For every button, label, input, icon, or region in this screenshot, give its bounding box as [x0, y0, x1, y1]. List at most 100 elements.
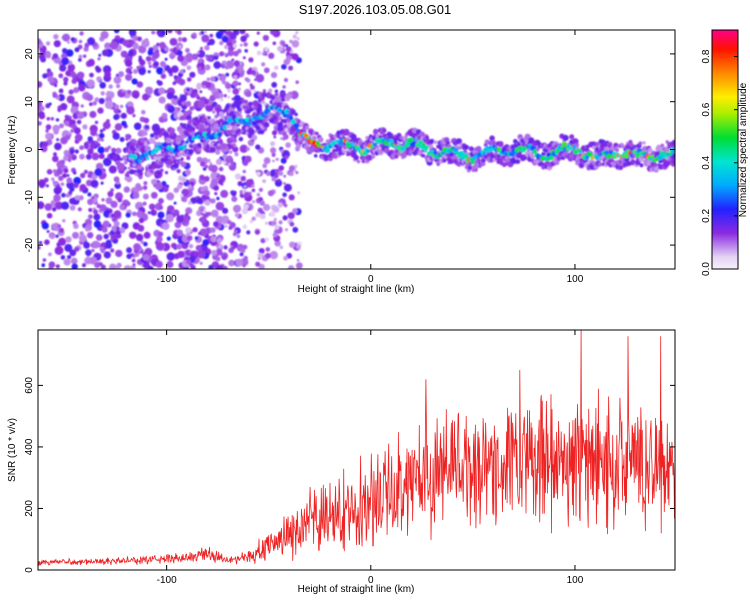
heatmap-noise-cell [89, 143, 96, 150]
heatmap-noise-cell [101, 198, 105, 202]
heatmap-noise-cell [189, 263, 194, 268]
heatmap-noise-cell [87, 198, 94, 206]
heatmap-noise-cell [228, 162, 231, 166]
heatmap-noise-cell [93, 213, 101, 221]
heatmap-noise-cell [215, 248, 223, 256]
heatmap-noise-cell [63, 76, 68, 82]
heatmap-noise-cell [112, 132, 120, 140]
heatmap-noise-cell [200, 217, 206, 223]
heatmap-noise-cell [113, 76, 122, 84]
heatmap-noise-cell [55, 234, 59, 238]
heatmap-noise-cell [41, 222, 49, 230]
heatmap-ridge-core [251, 121, 257, 126]
heatmap-ridge-halo [456, 162, 462, 167]
heatmap-noise-cell [58, 237, 67, 246]
heatmap-noise-cell [171, 242, 177, 249]
heatmap-noise-cell [62, 219, 66, 223]
heatmap-ridge-core [290, 119, 296, 125]
heatmap-noise-cell [229, 33, 237, 40]
heatmap-noise-cell [109, 263, 117, 269]
heatmap-ridge-core [162, 142, 167, 147]
heatmap-noise-cell [50, 117, 55, 121]
heatmap-noise-cell [67, 255, 72, 260]
heatmap-noise-cell [119, 157, 123, 161]
heatmap-noise-cell [104, 100, 114, 110]
heatmap-ridge-halo [197, 147, 202, 152]
heatmap-noise-cell [251, 184, 255, 188]
heatmap-ridge-core [412, 141, 416, 146]
heatmap-noise-cell [78, 234, 87, 243]
heatmap-noise-cell [60, 201, 70, 210]
heatmap-noise-cell [147, 61, 152, 65]
heatmap-ridge-halo [268, 88, 273, 93]
heatmap-noise-cell [283, 174, 287, 178]
heatmap-noise-cell [197, 249, 206, 259]
heatmap-noise-cell [119, 104, 124, 109]
heatmap-noise-cell [102, 220, 110, 228]
heatmap-ridge-halo [511, 158, 517, 164]
heatmap-noise-cell [274, 229, 278, 234]
heatmap-noise-cell [53, 34, 59, 40]
heatmap-ridge-halo [217, 143, 221, 147]
heatmap-noise-cell [89, 72, 94, 78]
heatmap-noise-cell [289, 221, 295, 227]
heatmap-noise-cell [196, 156, 203, 163]
heatmap-noise-cell [176, 215, 184, 223]
heatmap-noise-cell [169, 38, 178, 46]
heatmap-noise-cell [231, 39, 237, 45]
heatmap-noise-cell [259, 213, 266, 220]
heatmap-noise-cell [295, 244, 301, 250]
heatmap-noise-cell [141, 109, 146, 115]
heatmap-noise-cell [292, 34, 297, 39]
heatmap-noise-cell [98, 97, 105, 105]
heatmap-ridge-core [629, 153, 633, 157]
heatmap-noise-cell [61, 48, 68, 54]
heatmap-noise-cell [44, 239, 50, 245]
heatmap-noise-cell [73, 127, 81, 135]
heatmap-ridge-halo [225, 129, 232, 136]
heatmap-ridge-core [170, 147, 174, 151]
snr-x-tick-label: 0 [368, 575, 374, 586]
heatmap-noise-cell [273, 206, 280, 213]
heatmap-noise-cell [233, 144, 237, 148]
heatmap-noise-cell [86, 79, 95, 88]
heatmap-noise-cell [161, 112, 168, 119]
heatmap-noise-cell [255, 261, 261, 267]
heatmap-noise-cell [113, 210, 122, 219]
heatmap-noise-cell [105, 90, 113, 98]
heatmap-noise-cell [279, 245, 284, 250]
heatmap-noise-cell [176, 169, 181, 174]
heatmap-noise-cell [246, 230, 251, 235]
heatmap-ridge-halo [591, 145, 596, 150]
heatmap-noise-cell [242, 56, 246, 60]
heatmap-ridge-halo [230, 135, 235, 141]
heatmap-noise-cell [262, 89, 266, 93]
heatmap-ridge-core [286, 110, 290, 114]
heatmap-noise-cell [76, 111, 85, 120]
heatmap-noise-cell [226, 219, 232, 225]
heatmap-noise-cell [120, 50, 128, 58]
heatmap-noise-cell [216, 174, 219, 178]
heatmap-ridge-halo [149, 169, 154, 174]
heatmap-ridge-core [429, 149, 435, 155]
heatmap-noise-cell [39, 106, 45, 111]
heatmap-noise-cell [70, 37, 75, 42]
heatmap-noise-cell [89, 256, 97, 265]
heatmap-noise-cell [280, 157, 287, 164]
heatmap-noise-cell [108, 84, 113, 89]
heatmap-ridge-halo [317, 136, 324, 143]
heatmap-noise-cell [115, 147, 122, 154]
heatmap-noise-cell [41, 263, 45, 268]
heatmap-noise-cell [100, 91, 105, 96]
heatmap-noise-cell [63, 168, 69, 174]
heatmap-noise-cell [154, 175, 159, 179]
heatmap-noise-cell [283, 58, 290, 66]
heatmap-noise-cell [77, 71, 85, 80]
heatmap-noise-cell [268, 52, 275, 59]
heatmap-ridge-halo [429, 138, 435, 144]
heatmap-ridge-halo [445, 141, 451, 146]
heatmap-noise-cell [167, 30, 173, 34]
heatmap-noise-cell [138, 67, 147, 76]
heatmap-noise-cell [56, 168, 63, 175]
heatmap-cells [38, 30, 675, 269]
